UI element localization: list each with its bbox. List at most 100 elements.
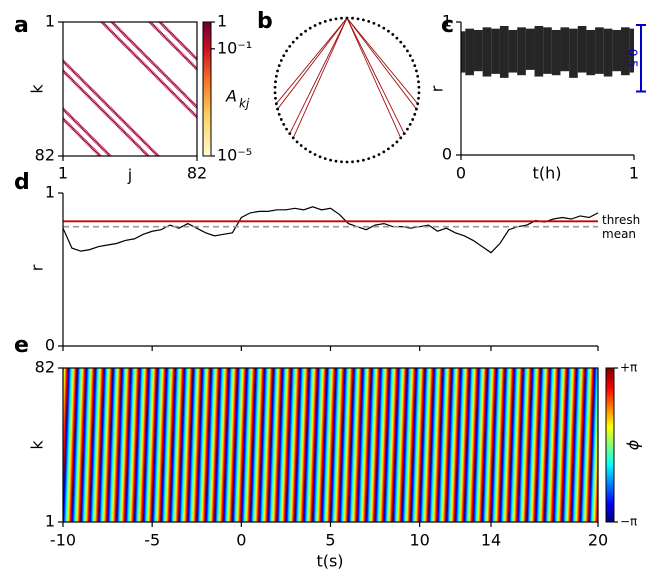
x-tick-label: 0 <box>456 164 466 183</box>
node <box>276 69 279 73</box>
node <box>367 157 371 161</box>
matrix-band <box>62 119 100 157</box>
node <box>273 85 277 89</box>
node <box>304 29 307 33</box>
band-segment <box>577 25 587 73</box>
band-segment <box>482 27 492 77</box>
node <box>417 96 420 100</box>
band-segment <box>612 29 622 72</box>
band-segment <box>629 28 634 73</box>
node <box>372 155 376 159</box>
edge <box>346 17 417 110</box>
x-tick-label: 1 <box>629 164 639 183</box>
node <box>402 132 406 136</box>
node <box>313 153 317 156</box>
node <box>391 33 395 36</box>
node <box>345 160 349 164</box>
node <box>274 102 278 106</box>
band-segment <box>517 27 526 76</box>
edge <box>292 17 348 139</box>
edge <box>277 17 348 110</box>
node <box>323 19 327 23</box>
node <box>415 107 418 111</box>
node <box>372 21 376 25</box>
x-tick-label: 1 <box>58 164 68 183</box>
node <box>416 102 420 106</box>
node <box>356 17 360 21</box>
band-segment <box>560 27 570 72</box>
edge <box>346 17 419 104</box>
y-tick-label: 1 <box>442 12 452 31</box>
node <box>318 21 322 25</box>
node <box>413 64 417 68</box>
band-segment <box>499 25 509 78</box>
x-tick-label: 14 <box>481 531 501 550</box>
x-axis-label: j <box>127 166 132 185</box>
node <box>382 150 386 154</box>
edge <box>346 17 402 139</box>
band-segment <box>525 28 535 70</box>
y-tick-label: 0 <box>45 336 55 355</box>
node <box>399 40 403 44</box>
node <box>334 159 338 163</box>
colorbar-label: ϕ <box>624 439 643 450</box>
y-axis-label: r <box>428 85 447 92</box>
band-segment <box>595 27 604 74</box>
x-tick-label: 0 <box>236 531 246 550</box>
node <box>362 158 365 162</box>
node <box>340 160 343 164</box>
x-tick-label: 5 <box>325 531 335 550</box>
node <box>329 18 332 22</box>
node <box>295 140 299 144</box>
node <box>345 16 349 20</box>
mean-label: mean <box>602 227 636 241</box>
node <box>391 144 395 147</box>
panel-label: c <box>441 13 454 38</box>
colorbar-tick-label: 10⁻⁵ <box>217 146 252 165</box>
matrix-band <box>100 21 198 119</box>
colorbar-tick-label: 10⁻¹ <box>217 38 252 57</box>
node <box>276 107 279 111</box>
matrix-band <box>150 21 198 69</box>
y-tick-label: 1 <box>45 12 55 31</box>
matrix-band <box>62 61 158 157</box>
node <box>395 140 399 144</box>
band-segment <box>534 25 544 77</box>
panel-label: b <box>257 9 273 34</box>
node <box>415 69 418 73</box>
node <box>318 155 322 159</box>
band-segment <box>473 29 483 72</box>
y-axis-label: k <box>28 84 47 94</box>
node <box>411 59 415 62</box>
band-segment <box>621 27 630 76</box>
panel-label: e <box>14 333 29 358</box>
matrix-band <box>62 107 112 157</box>
node <box>406 127 409 131</box>
matrix-band <box>112 21 198 107</box>
frame <box>62 21 198 157</box>
node <box>411 118 415 121</box>
node <box>308 26 312 30</box>
node <box>277 64 281 68</box>
band-segment <box>491 28 500 74</box>
x-axis-label: t(h) <box>533 164 562 183</box>
panel-label: d <box>14 170 30 195</box>
thresh-label: thresh <box>602 213 640 227</box>
band-segment <box>508 29 518 73</box>
node <box>334 17 338 21</box>
data-line <box>62 206 599 254</box>
band-segment <box>461 31 466 73</box>
node <box>406 49 409 53</box>
node <box>295 36 299 40</box>
x-tick-label: -5 <box>144 531 160 550</box>
node <box>304 147 307 151</box>
band-segment <box>543 27 552 74</box>
node <box>274 96 277 100</box>
colorbar <box>202 21 212 157</box>
edge <box>289 17 348 134</box>
panel-label: a <box>14 13 29 38</box>
node <box>408 54 412 58</box>
matrix-band <box>62 69 150 157</box>
node <box>356 159 360 163</box>
y-tick-label: 82 <box>35 146 55 165</box>
